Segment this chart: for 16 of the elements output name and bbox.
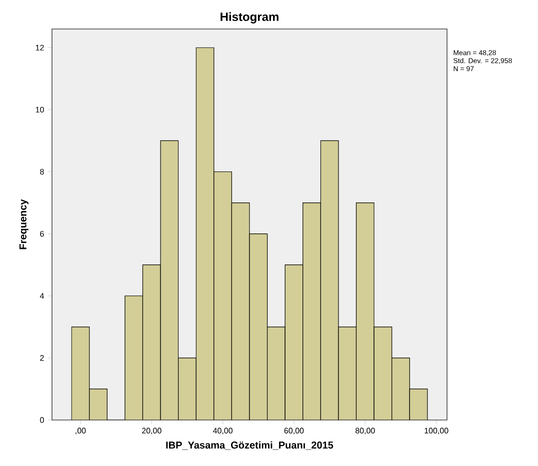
chart-title: Histogram	[220, 12, 278, 24]
y-tick-label: 6	[40, 230, 44, 237]
x-tick-label: ,00	[76, 428, 86, 434]
y-tick-label: 10	[36, 106, 44, 113]
x-tick-label: 20,00	[142, 428, 162, 434]
y-tick-label: 2	[40, 355, 44, 361]
y-tick-label: 0	[40, 417, 44, 423]
y-tick-label: 4	[40, 293, 44, 299]
y-tick-label: 12	[36, 44, 44, 50]
x-tick-label: 100,00	[424, 428, 448, 434]
x-axis-title: IBP_Yasama_Gözetimi_Puanı_2015	[166, 441, 334, 450]
x-tick-label: 60,00	[284, 428, 304, 434]
x-tick-label: 80,00	[355, 428, 375, 434]
x-tick-label: 40,00	[212, 428, 233, 434]
y-axis-title: Frequency	[19, 199, 28, 250]
y-tick-label: 8	[40, 168, 44, 175]
